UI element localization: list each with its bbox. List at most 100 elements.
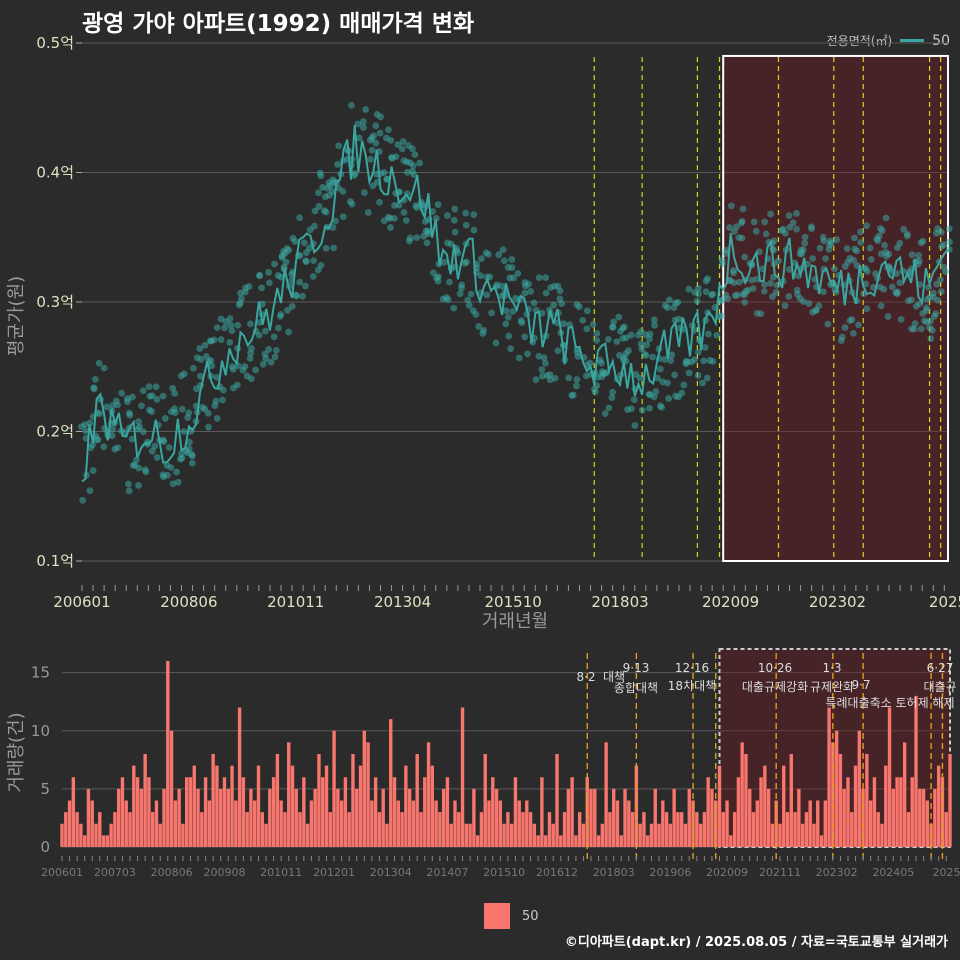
scatter-point — [213, 415, 221, 422]
scatter-point — [360, 124, 367, 131]
scatter-point — [636, 374, 644, 382]
volume-bar — [385, 823, 389, 847]
scatter-point — [213, 324, 221, 332]
scatter-point — [271, 260, 278, 268]
y-tick-label: 0.1억 — [36, 552, 74, 570]
bar-x-tick-label: 201612 — [536, 866, 578, 879]
volume-bar — [680, 812, 684, 847]
scatter-point — [348, 102, 355, 109]
scatter-point — [586, 359, 594, 367]
scatter-point — [507, 345, 515, 353]
scatter-point — [896, 239, 904, 247]
scatter-point — [560, 320, 567, 328]
x-tick-label: 2025 — [929, 593, 960, 611]
scatter-point — [535, 274, 543, 281]
volume-bar — [317, 754, 321, 847]
volume-bar — [294, 788, 298, 847]
scatter-point — [153, 454, 161, 461]
scatter-point — [733, 291, 741, 299]
scatter-point — [207, 356, 215, 364]
scatter-point — [136, 423, 144, 431]
scatter-point — [615, 313, 623, 321]
volume-bar — [196, 788, 200, 847]
scatter-point — [228, 363, 236, 371]
volume-bar — [358, 765, 363, 847]
volume-bar — [921, 788, 926, 847]
scatter-point — [314, 189, 322, 197]
volume-bar — [302, 777, 306, 847]
volume-bar — [253, 800, 257, 847]
scatter-point — [330, 244, 338, 252]
scatter-point — [395, 201, 403, 209]
scatter-point — [650, 316, 658, 324]
scatter-point — [233, 381, 241, 389]
volume-bar — [672, 788, 676, 847]
volume-bar — [751, 812, 756, 847]
volume-bar — [857, 730, 862, 847]
scatter-point — [467, 290, 475, 298]
volume-bar — [215, 765, 219, 847]
scatter-point — [446, 278, 453, 286]
scatter-point — [573, 376, 581, 383]
volume-bar — [910, 777, 914, 847]
scatter-point — [573, 382, 580, 390]
scatter-point — [189, 364, 197, 372]
scatter-point — [364, 209, 372, 216]
scatter-point — [530, 299, 538, 307]
scatter-point — [664, 379, 671, 387]
scatter-point — [556, 287, 564, 295]
volume-bar — [944, 812, 948, 847]
scatter-point — [475, 323, 483, 330]
scatter-point — [693, 297, 701, 305]
volume-bar — [415, 754, 419, 847]
scatter-point — [627, 331, 635, 339]
scatter-point — [114, 444, 122, 452]
scatter-point — [524, 350, 531, 358]
volume-bar — [90, 800, 94, 847]
policy-name-label: 대책 — [603, 669, 625, 684]
scatter-point — [661, 356, 669, 363]
x-tick-label: 202009 — [702, 593, 759, 611]
scatter-point — [169, 480, 177, 488]
volume-bar — [782, 765, 786, 847]
scatter-point — [258, 300, 266, 308]
legend-bottom-label: 50 — [522, 908, 539, 924]
legend-top-title: 전용면적(㎡) — [826, 34, 893, 48]
bar-x-tick-label: 200908 — [203, 866, 245, 879]
volume-bar — [475, 835, 480, 847]
scatter-point — [300, 239, 308, 247]
volume-bar — [264, 823, 268, 847]
volume-bar — [842, 788, 846, 847]
scatter-point — [671, 371, 678, 379]
scatter-point — [822, 255, 829, 262]
scatter-point — [881, 241, 888, 249]
policy-date-label: 8·2 — [576, 670, 595, 684]
scatter-point — [542, 274, 550, 282]
scatter-point — [138, 402, 145, 410]
volume-bar — [362, 730, 366, 847]
scatter-point — [367, 155, 374, 163]
volume-bar — [581, 823, 586, 847]
scatter-point — [928, 326, 936, 334]
scatter-point — [799, 246, 807, 254]
volume-bar — [94, 823, 98, 847]
scatter-point — [197, 355, 205, 363]
scatter-point — [565, 374, 573, 382]
scatter-point — [867, 256, 875, 263]
scatter-point — [139, 387, 147, 395]
scatter-point — [291, 238, 299, 245]
scatter-point — [850, 256, 858, 264]
volume-bar — [850, 812, 854, 847]
scatter-point — [188, 451, 196, 458]
volume-bar — [547, 812, 552, 847]
y-tick-label: 0.2억 — [36, 423, 74, 441]
scatter-point — [387, 136, 395, 144]
scatter-point — [800, 298, 807, 306]
bar-y-tick-label: 10 — [31, 722, 50, 740]
scatter-point — [270, 333, 278, 341]
scatter-point — [699, 379, 706, 387]
scatter-point — [470, 211, 478, 219]
scatter-point — [646, 404, 653, 412]
scatter-point — [753, 275, 760, 283]
x-tick-label: 202302 — [809, 593, 866, 611]
